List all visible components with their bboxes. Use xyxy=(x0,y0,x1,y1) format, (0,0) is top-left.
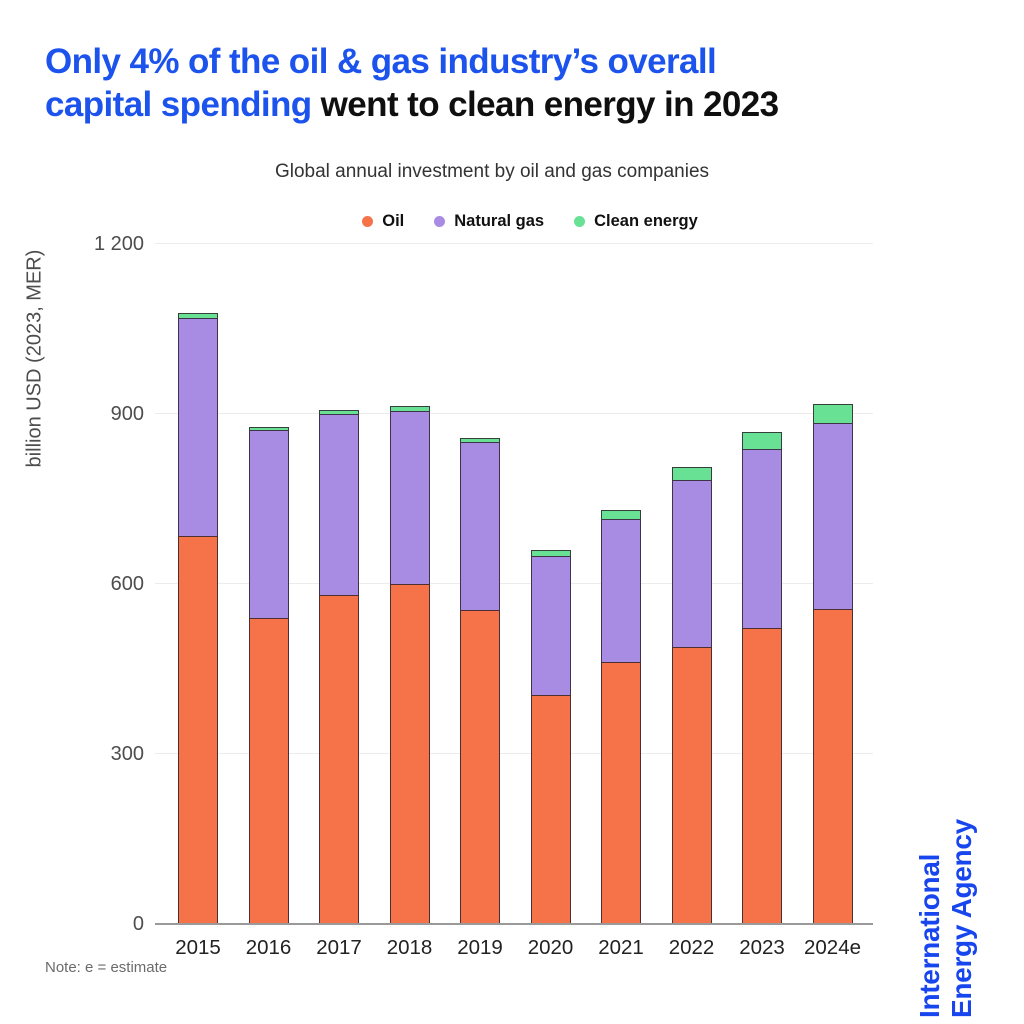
bar-segment-oil-2015 xyxy=(178,535,218,924)
legend-item-natural-gas: Natural gas xyxy=(434,212,544,231)
bar-segment-natural-gas-2019 xyxy=(460,442,500,611)
gridline-600 xyxy=(155,583,873,584)
title-highlight-line1: Only 4% of the oil & gas industry’s over… xyxy=(45,42,717,81)
bar-2024e xyxy=(813,403,853,924)
bar-segment-oil-2024e xyxy=(813,608,853,924)
bar-2023 xyxy=(742,432,782,924)
y-tick-1200: 1 200 xyxy=(93,233,144,255)
x-tick-2016: 2016 xyxy=(245,936,292,959)
x-tick-2017: 2017 xyxy=(316,936,362,959)
bar-2018 xyxy=(390,406,430,924)
bar-segment-oil-2023 xyxy=(742,628,782,924)
bar-segment-clean-energy-2017 xyxy=(319,410,359,415)
y-tick-900: 900 xyxy=(110,403,144,425)
x-tick-2022: 2022 xyxy=(668,936,715,959)
legend-item-oil: Oil xyxy=(362,212,404,231)
legend-dot-icon xyxy=(434,216,446,227)
x-tick-2021: 2021 xyxy=(598,936,644,959)
page-title: Only 4% of the oil & gas industry’s over… xyxy=(45,40,975,126)
iea-logo-text: International Energy Agency xyxy=(914,738,990,1018)
bar-segment-clean-energy-2021 xyxy=(601,509,641,519)
bar-segment-clean-energy-2015 xyxy=(178,313,218,318)
chart-subtitle: Global annual investment by oil and gas … xyxy=(274,161,710,182)
bar-2021 xyxy=(601,509,641,924)
legend-dot-icon xyxy=(574,216,586,227)
bar-2020 xyxy=(531,549,571,924)
x-tick-2023: 2023 xyxy=(739,936,785,959)
gridline-1200 xyxy=(155,243,873,244)
bar-segment-natural-gas-2018 xyxy=(390,410,430,584)
x-tick-2024e: 2024e xyxy=(803,936,861,959)
title-plain-text: went to clean energy in 2023 xyxy=(311,85,779,125)
bar-segment-natural-gas-2021 xyxy=(601,518,641,663)
bar-segment-oil-2022 xyxy=(672,646,712,924)
bar-2022 xyxy=(672,466,712,924)
bar-2019 xyxy=(460,438,500,924)
legend-label: Clean energy xyxy=(594,212,698,230)
gridline-900 xyxy=(155,413,873,414)
bar-chart-plot-area xyxy=(155,243,873,925)
x-tick-2015: 2015 xyxy=(175,936,221,959)
bar-segment-natural-gas-2023 xyxy=(742,449,782,629)
bar-2016 xyxy=(249,426,289,924)
chart-legend: Oil Natural gas Clean energy xyxy=(0,212,1024,231)
bar-segment-oil-2021 xyxy=(601,662,641,924)
y-axis-title: billion USD (2023, MER) xyxy=(23,249,46,468)
bar-segment-natural-gas-2016 xyxy=(249,429,289,618)
bar-segment-natural-gas-2020 xyxy=(531,555,571,695)
gridline-300 xyxy=(155,753,873,754)
bar-segment-natural-gas-2015 xyxy=(178,317,218,536)
bar-segment-clean-energy-2022 xyxy=(672,466,712,480)
bar-segment-natural-gas-2024e xyxy=(813,423,853,609)
bar-segment-clean-energy-2020 xyxy=(531,549,571,556)
bar-segment-oil-2019 xyxy=(460,610,500,924)
bar-segment-oil-2017 xyxy=(319,595,359,924)
bar-segment-clean-energy-2018 xyxy=(390,406,430,411)
bar-segment-clean-energy-2024e xyxy=(813,403,853,424)
legend-label: Natural gas xyxy=(454,212,545,230)
branding-line2: Energy Agency xyxy=(945,819,977,1018)
bar-segment-natural-gas-2017 xyxy=(319,414,359,596)
x-tick-2018: 2018 xyxy=(386,936,433,959)
bar-segment-clean-energy-2019 xyxy=(460,438,500,443)
branding-line1: International xyxy=(914,853,945,1018)
x-tick-2019: 2019 xyxy=(457,936,503,959)
y-tick-300: 300 xyxy=(110,743,144,765)
bar-segment-natural-gas-2022 xyxy=(672,479,712,647)
bar-segment-oil-2016 xyxy=(249,618,289,924)
bar-2015 xyxy=(178,313,218,924)
title-highlight-line2: capital spending xyxy=(45,85,312,125)
footnote: Note: e = estimate xyxy=(45,959,168,976)
legend-label: Oil xyxy=(382,212,405,230)
bar-segment-oil-2018 xyxy=(390,584,430,924)
bar-segment-clean-energy-2023 xyxy=(742,432,782,450)
x-tick-2020: 2020 xyxy=(527,936,574,959)
bar-segment-clean-energy-2016 xyxy=(249,426,289,430)
x-axis-line xyxy=(155,923,873,925)
bar-2017 xyxy=(319,410,359,924)
legend-item-clean-energy: Clean energy xyxy=(574,212,698,231)
y-tick-600: 600 xyxy=(110,573,144,595)
bar-segment-oil-2020 xyxy=(531,694,571,924)
legend-dot-icon xyxy=(362,216,374,227)
y-tick-0: 0 xyxy=(132,913,144,935)
